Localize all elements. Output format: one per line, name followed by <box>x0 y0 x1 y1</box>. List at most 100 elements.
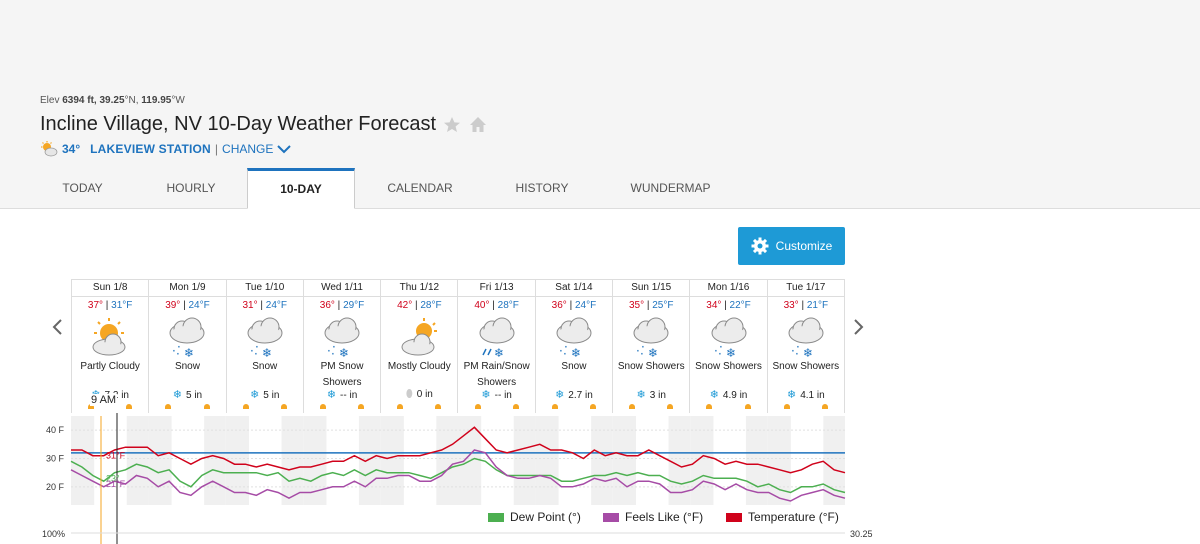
chevron-right-icon[interactable] <box>851 317 865 337</box>
snow-icon: · ·· ❄ <box>633 317 669 359</box>
day-condition: Snow <box>252 361 278 372</box>
svg-text:❄: ❄ <box>339 346 349 359</box>
svg-text:·: · <box>640 347 644 359</box>
y-tick-label: 20 F <box>46 482 65 492</box>
snowflake-icon: ❄ <box>636 389 646 401</box>
day-column[interactable]: Mon 1/16 34° | 22°F · · · ❄ Snow Showers ❄ 4… <box>690 280 768 413</box>
svg-text:·: · <box>332 340 336 354</box>
day-condition: Snow Showers <box>617 361 685 372</box>
snowflake-icon: ❄ <box>709 389 719 401</box>
night-band <box>303 416 327 505</box>
station-name[interactable]: LAKEVIEW STATION <box>90 142 211 156</box>
tab-history[interactable]: HISTORY <box>515 181 569 195</box>
day-column[interactable]: Mon 1/9 39° | 24°F · · · ❄ Snow ❄ 5 in <box>149 280 227 413</box>
day-name: Thu 1/12 <box>381 280 458 297</box>
day-precip: ❄ 5 in <box>172 389 203 401</box>
day-name: Sun 1/8 <box>72 280 149 297</box>
day-precip: ⬮ 0 in <box>405 388 433 400</box>
series-line-2[interactable] <box>71 426 846 474</box>
change-station-link[interactable]: CHANGE <box>222 142 274 156</box>
rain-snow-icon: ❄ <box>479 317 515 359</box>
legend-temperature[interactable]: Temperature (°F) <box>726 510 839 524</box>
snow-icon: · ·· ❄ <box>247 317 283 359</box>
sunset-icon <box>358 404 365 409</box>
day-precip: ❄ 4.1 in <box>786 389 825 401</box>
snow-icon: · ·· ❄ <box>324 317 360 359</box>
snowflake-icon: ❄ <box>172 389 182 401</box>
svg-text:·: · <box>795 347 799 359</box>
night-band <box>591 416 613 505</box>
gear-icon <box>751 237 769 255</box>
y-tick-label: 40 F <box>46 425 65 435</box>
svg-text:❄: ❄ <box>648 346 658 359</box>
day-column[interactable]: Tue 1/10 31° | 24°F · · · ❄ Snow ❄ 5 in <box>226 280 304 413</box>
day-column[interactable]: Fri 1/13 40° | 28°F ❄ PM Rain/Snow Shower… <box>458 280 536 413</box>
svg-text:·: · <box>796 340 800 354</box>
night-band <box>513 416 536 505</box>
legend-dew-point[interactable]: Dew Point (°) <box>488 510 581 524</box>
sunset-icon <box>435 404 442 409</box>
series-line-1[interactable] <box>70 449 846 502</box>
sunset-icon <box>203 404 210 409</box>
chevron-left-icon[interactable] <box>51 317 65 337</box>
legend-feels-like[interactable]: Feels Like (°F) <box>603 510 703 524</box>
snowflake-icon: ❄ <box>555 389 565 401</box>
sunrise-icon <box>474 404 481 409</box>
temperature-chart: 40 F 30 F 20 F 31°F 23°21°F 100% 30.25 <box>42 413 873 544</box>
night-band <box>148 416 172 505</box>
day-name: Mon 1/16 <box>690 280 767 297</box>
day-name: Tue 1/17 <box>767 280 844 297</box>
tab-calendar[interactable]: CALENDAR <box>387 181 453 195</box>
sunset-icon <box>821 404 828 409</box>
customize-button[interactable]: Customize <box>738 227 845 265</box>
star-icon[interactable] <box>442 115 462 135</box>
day-condition: Snow <box>174 361 200 372</box>
day-precip: ❄ 2.7 in <box>555 389 593 401</box>
series-line-0[interactable] <box>70 457 846 494</box>
sunset-icon <box>744 404 751 409</box>
home-icon[interactable] <box>468 115 488 135</box>
svg-text:·: · <box>250 344 254 358</box>
svg-text:❄: ❄ <box>184 346 194 359</box>
day-column[interactable]: Tue 1/17 33° | 21°F · · · ❄ Snow Showers ❄ 4… <box>767 280 844 413</box>
day-name: Mon 1/9 <box>149 280 226 297</box>
sunset-icon <box>589 404 596 409</box>
night-band <box>436 416 458 505</box>
night-band <box>225 416 250 505</box>
day-condition: Partly Cloudy <box>80 361 140 372</box>
day-column[interactable]: Wed 1/11 36° | 29°F · · · ❄ PM Snow Showers … <box>303 280 382 413</box>
day-temps: 33° | 21°F <box>783 300 829 311</box>
tab-today[interactable]: TODAY <box>62 181 103 195</box>
snow-icon: · ·· ❄ <box>788 317 824 359</box>
day-condition: PM Snow Showers <box>320 361 364 388</box>
partly-cloudy-icon <box>92 318 126 356</box>
day-precip: ❄ -- in <box>481 389 512 401</box>
night-band <box>380 416 404 505</box>
sunrise-icon <box>165 404 172 409</box>
night-band <box>358 416 381 505</box>
mostly-cloudy-icon <box>401 318 438 356</box>
day-temps: 42° | 28°F <box>397 300 442 311</box>
humidity-tick: 100% <box>42 529 65 539</box>
night-band <box>612 416 637 505</box>
svg-text:·: · <box>563 347 567 359</box>
day-column[interactable]: Thu 1/12 42° | 28°F Mostly Cloudy ⬮ 0 in <box>381 280 459 413</box>
night-band <box>126 416 149 505</box>
day-column[interactable]: Sun 1/15 35° | 25°F · · · ❄ Snow Showers ❄ 3… <box>613 280 691 413</box>
day-temps: 35° | 25°F <box>628 300 674 311</box>
day-column[interactable]: Sat 1/14 36° | 24°F · · · ❄ Snow ❄ 2.7 in <box>535 280 614 413</box>
partly-cloudy-icon <box>41 141 58 157</box>
sunset-icon <box>126 404 133 409</box>
pressure-tick: 30.25 <box>850 529 873 539</box>
chevron-down-icon[interactable] <box>277 144 292 154</box>
tab-10-day[interactable]: 10-DAY <box>247 168 355 209</box>
tab-hourly[interactable]: HOURLY <box>166 181 216 195</box>
svg-text:❄: ❄ <box>494 346 504 359</box>
day-name: Wed 1/11 <box>303 280 381 297</box>
current-temp: 34° <box>62 142 81 156</box>
day-temps: 36° | 29°F <box>319 300 365 311</box>
night-bands <box>71 416 845 505</box>
tab-wundermap[interactable]: WUNDERMAP <box>630 181 711 195</box>
snow-icon: · ·· ❄ <box>169 317 205 359</box>
sunrise-icon <box>242 404 249 409</box>
